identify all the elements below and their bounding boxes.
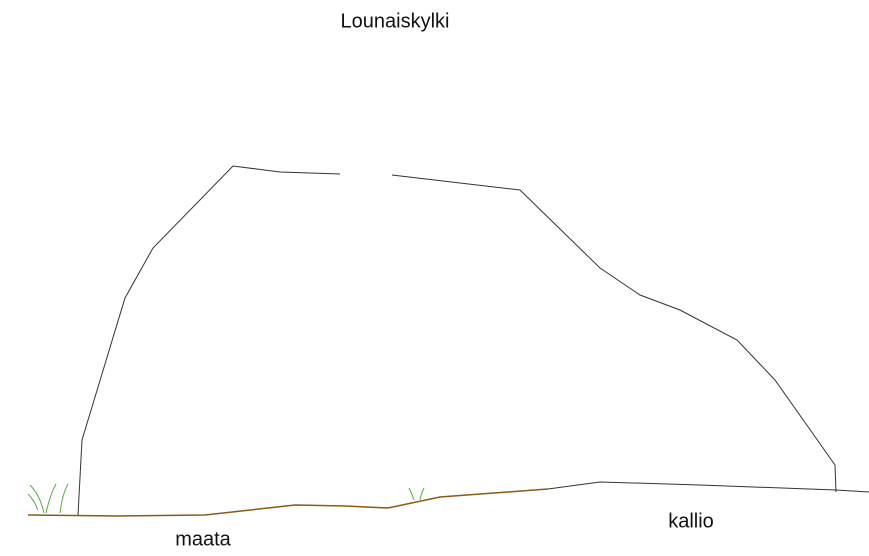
- diagram: Lounaiskylki maata kallio: [0, 0, 869, 556]
- rock-label: kallio: [668, 510, 714, 532]
- rock-outline-left: [78, 166, 340, 515]
- soil-surface: [28, 489, 548, 516]
- title: Lounaiskylki: [341, 10, 450, 32]
- soil-label: maata: [175, 528, 231, 550]
- grass: [28, 484, 424, 513]
- rock-outline-right: [392, 175, 836, 492]
- rock-surface: [548, 482, 869, 492]
